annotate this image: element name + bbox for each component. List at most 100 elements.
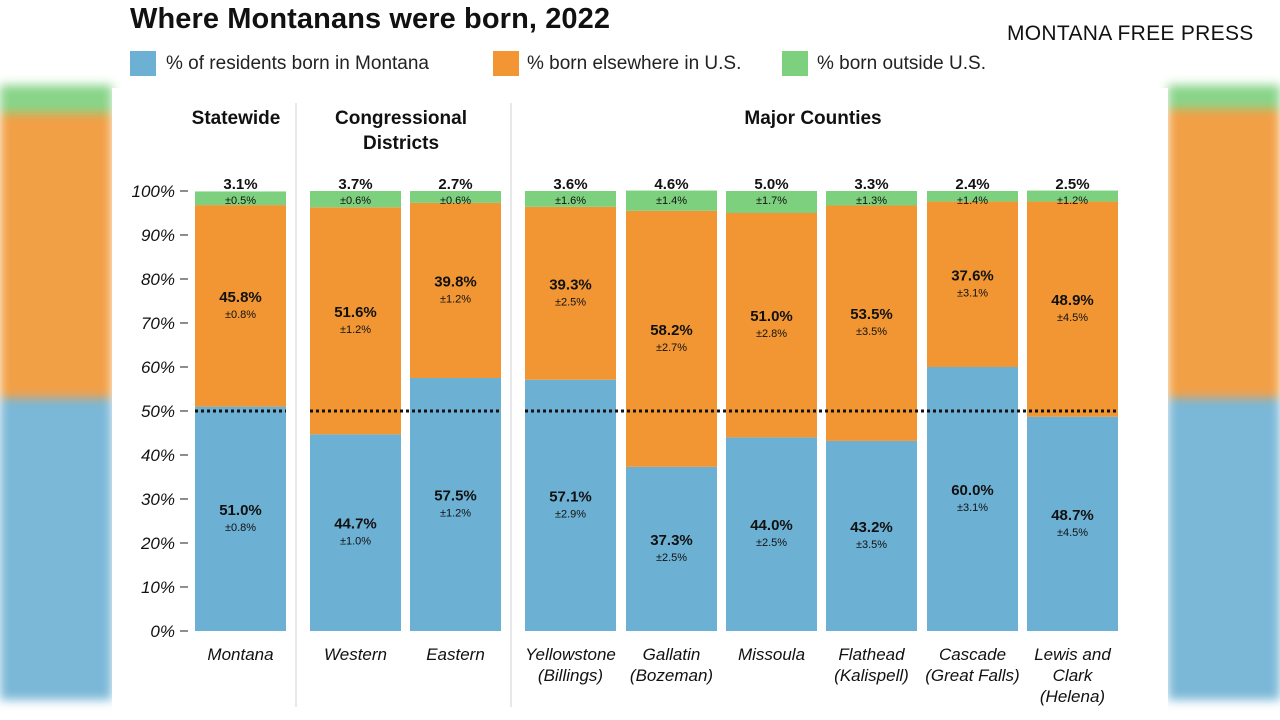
bar-segment-born-montana xyxy=(410,378,501,631)
moe-label-outside: ±1.4% xyxy=(656,195,687,207)
bar-segment-born-elsewhere-us xyxy=(726,213,817,438)
x-category-label: (Bozeman) xyxy=(630,666,713,685)
group-title: Major Counties xyxy=(744,108,881,129)
data-label-outside: 4.6% xyxy=(654,176,688,193)
bar-segment-born-outside-us xyxy=(826,191,917,206)
moe-label-elsewhere: ±2.7% xyxy=(656,342,687,354)
bar-segment-born-outside-us xyxy=(626,190,717,211)
data-label-elsewhere: 51.0% xyxy=(750,308,793,325)
data-label-outside: 3.7% xyxy=(338,176,372,193)
moe-label-montana: ±2.5% xyxy=(656,552,687,564)
moe-label-outside: ±0.5% xyxy=(225,195,256,207)
group-title: Congressional xyxy=(335,108,467,129)
y-tick-label: 70% xyxy=(141,314,175,333)
moe-label-elsewhere: ±3.1% xyxy=(957,287,988,299)
bar-segment-born-elsewhere-us xyxy=(410,202,501,378)
moe-label-elsewhere: ±0.8% xyxy=(225,309,256,321)
bar-segment-born-outside-us xyxy=(195,191,286,206)
x-category-label: Flathead xyxy=(838,645,905,664)
moe-label-montana: ±1.2% xyxy=(440,508,471,520)
bar-segment-born-montana xyxy=(310,434,401,631)
bar-segment-born-outside-us xyxy=(410,191,501,203)
legend-swatch-montana xyxy=(130,51,156,76)
legend-label-montana: % of residents born in Montana xyxy=(166,53,429,74)
x-category-label: Eastern xyxy=(426,645,485,664)
bar-segment-born-montana xyxy=(927,367,1018,631)
data-label-montana: 60.0% xyxy=(951,482,994,499)
moe-label-outside: ±1.4% xyxy=(957,195,988,207)
bar-segment-born-outside-us xyxy=(1027,190,1118,202)
data-label-montana: 57.1% xyxy=(549,488,592,505)
x-category-label: Clark xyxy=(1053,666,1094,685)
data-label-elsewhere: 51.6% xyxy=(334,304,377,321)
y-tick-label: 0% xyxy=(150,622,175,641)
data-label-montana: 51.0% xyxy=(219,502,262,519)
y-tick-label: 100% xyxy=(132,182,175,201)
data-label-montana: 44.0% xyxy=(750,517,793,534)
moe-label-montana: ±4.5% xyxy=(1057,527,1088,539)
data-label-elsewhere: 39.8% xyxy=(434,273,477,290)
bar-segment-born-outside-us xyxy=(726,191,817,213)
data-label-outside: 5.0% xyxy=(754,176,788,193)
y-tick-label: 80% xyxy=(141,270,175,289)
data-label-outside: 3.3% xyxy=(854,176,888,193)
y-tick-label: 40% xyxy=(141,446,175,465)
data-label-outside: 2.5% xyxy=(1055,176,1089,193)
y-tick-label: 90% xyxy=(141,226,175,245)
moe-label-elsewhere: ±2.8% xyxy=(756,328,787,340)
legend-swatch-elsewhere xyxy=(493,51,519,76)
data-label-elsewhere: 48.9% xyxy=(1051,292,1094,309)
bar-segment-born-montana xyxy=(1027,416,1118,631)
moe-label-montana: ±2.9% xyxy=(555,508,586,520)
data-label-outside: 3.6% xyxy=(553,176,587,193)
x-category-label: (Billings) xyxy=(538,666,603,685)
data-label-montana: 48.7% xyxy=(1051,507,1094,524)
bar-segment-born-montana xyxy=(726,437,817,631)
data-label-outside: 2.7% xyxy=(438,176,472,193)
moe-label-outside: ±1.7% xyxy=(756,195,787,207)
bar-segment-born-elsewhere-us xyxy=(826,205,917,441)
bar-segment-born-elsewhere-us xyxy=(525,206,616,380)
moe-label-montana: ±0.8% xyxy=(225,522,256,534)
x-category-label: (Kalispell) xyxy=(834,666,909,685)
moe-label-outside: ±0.6% xyxy=(440,195,471,207)
legend-label-elsewhere: % born elsewhere in U.S. xyxy=(527,53,742,74)
y-tick-label: 60% xyxy=(141,358,175,377)
bar-segment-born-montana xyxy=(195,406,286,631)
moe-label-elsewhere: ±1.2% xyxy=(440,293,471,305)
data-label-elsewhere: 53.5% xyxy=(850,306,893,323)
data-label-elsewhere: 37.6% xyxy=(951,267,994,284)
x-category-label: Gallatin xyxy=(643,645,701,664)
bar-segment-born-outside-us xyxy=(525,191,616,207)
moe-label-montana: ±1.0% xyxy=(340,536,371,548)
y-tick-label: 30% xyxy=(141,490,175,509)
data-label-elsewhere: 45.8% xyxy=(219,289,262,306)
moe-label-outside: ±1.6% xyxy=(555,195,586,207)
blurred-background-right xyxy=(1168,85,1280,700)
y-tick-label: 50% xyxy=(141,402,175,421)
data-label-montana: 43.2% xyxy=(850,519,893,536)
x-category-label: Lewis and xyxy=(1034,645,1111,664)
x-category-label: Cascade xyxy=(939,645,1006,664)
bar-segment-born-montana xyxy=(525,379,616,631)
chart-title: Where Montanans were born, 2022 xyxy=(130,3,611,35)
bar-segment-born-montana xyxy=(826,440,917,631)
x-category-label: (Helena) xyxy=(1040,687,1105,706)
moe-label-montana: ±2.5% xyxy=(756,537,787,549)
moe-label-elsewhere: ±1.2% xyxy=(340,324,371,336)
bar-segment-born-elsewhere-us xyxy=(927,201,1018,367)
x-category-label: Yellowstone xyxy=(525,645,616,664)
x-category-label: Western xyxy=(324,645,387,664)
bar-segment-born-montana xyxy=(626,466,717,631)
moe-label-outside: ±1.3% xyxy=(856,195,887,207)
data-label-montana: 44.7% xyxy=(334,516,377,533)
data-label-montana: 57.5% xyxy=(434,488,477,505)
y-tick-label: 20% xyxy=(140,534,175,553)
moe-label-elsewhere: ±2.5% xyxy=(555,296,586,308)
blurred-background-left xyxy=(0,85,112,700)
x-category-label: Missoula xyxy=(738,645,805,664)
bar-segment-born-elsewhere-us xyxy=(1027,201,1118,417)
data-label-outside: 3.1% xyxy=(223,176,257,193)
legend-swatch-outside xyxy=(782,51,808,76)
